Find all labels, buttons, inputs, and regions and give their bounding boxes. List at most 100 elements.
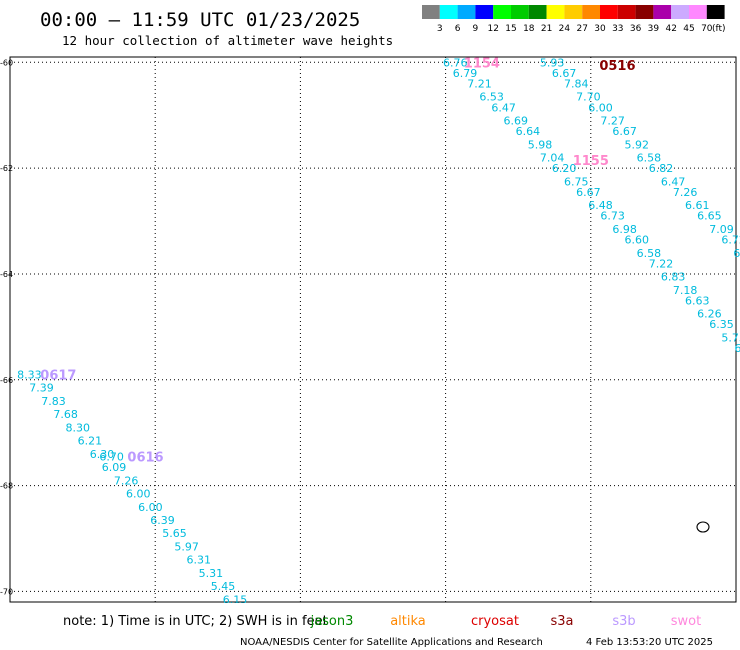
wave-height-value: 6.65 <box>697 210 722 223</box>
wave-height-value: 5.98 <box>528 138 553 151</box>
wave-height-value: 7.21 <box>467 77 492 90</box>
legend-tick-label: 30 <box>594 24 606 34</box>
footer-note: note: 1) Time is in UTC; 2) SWH is in fe… <box>63 614 328 629</box>
y-tick-label: -62 <box>0 164 13 173</box>
legend-tick-label: 3 <box>437 24 443 34</box>
wave-height-value: 7.27 <box>600 114 625 127</box>
wave-height-value: 7.83 <box>41 395 66 408</box>
plot-frame <box>9 56 737 603</box>
wave-height-value: 5.75 <box>721 331 740 344</box>
plot-grid <box>10 57 736 602</box>
y-tick-label: -64 <box>0 270 13 279</box>
wave-height-value: 6.79 <box>453 67 478 80</box>
wave-height-value: 7.18 <box>673 284 698 297</box>
legend-swatch <box>457 5 476 19</box>
wave-height-value: 6.61 <box>685 199 710 212</box>
wave-height-value: 7.04 <box>540 152 565 165</box>
pass-time-label: 1155 <box>573 154 609 169</box>
wave-height-value: 6.60 <box>625 234 650 247</box>
legend-tick-label: 24 <box>559 24 571 34</box>
legend-tick-label: 6 <box>455 24 461 34</box>
legend-tick-label: 21 <box>541 24 552 34</box>
wave-height-value: 5.92 <box>625 138 650 151</box>
wave-height-value: 6.53 <box>479 91 504 104</box>
legend-tick-label: 36 <box>630 24 642 34</box>
satellite-legend-item: swot <box>671 614 701 629</box>
wave-height-value: 6.70 <box>99 450 124 463</box>
wave-height-value: 7.09 <box>709 223 734 236</box>
wave-height-value: 6.73 <box>600 210 625 223</box>
legend-swatch <box>546 5 565 19</box>
legend-swatch <box>706 5 725 19</box>
legend-tick-label: 45 <box>683 24 694 34</box>
wave-height-value: 6.31 <box>187 554 212 567</box>
y-tick-label: -68 <box>0 482 13 491</box>
legend-swatch <box>564 5 583 19</box>
wave-height-value: 6.39 <box>733 247 740 260</box>
legend-tick-label: 42 <box>665 24 676 34</box>
wave-height-value: 5.65 <box>162 527 187 540</box>
legend-swatch <box>511 5 529 19</box>
wave-height-value: 7.70 <box>576 91 601 104</box>
wave-height-value: 5.45 <box>211 580 236 593</box>
wave-height-value: 7.39 <box>29 382 54 395</box>
wave-height-value: 6.67 <box>552 67 577 80</box>
wave-height-value: 7.26 <box>114 474 139 487</box>
wave-height-value: 6.48 <box>588 199 613 212</box>
wave-height-value: 6.83 <box>661 271 686 284</box>
wave-height-value: 6.67 <box>576 186 601 199</box>
wave-height-value: 6.21 <box>78 435 103 448</box>
pass-time-label: 1154 <box>464 56 500 71</box>
wave-height-value: 8.30 <box>66 421 91 434</box>
wave-height-value: 6.47 <box>491 101 516 114</box>
legend-swatch <box>439 5 458 19</box>
legend-tick-label: 9 <box>473 24 479 34</box>
satellite-legend-item: altika <box>390 614 426 629</box>
legend-tick-label: 27 <box>576 24 587 34</box>
satellite-legend-item: jason3 <box>310 614 354 629</box>
wave-height-value: 6.69 <box>504 114 529 127</box>
chart-title: 00:00 – 11:59 UTC 01/23/2025 <box>40 9 360 31</box>
wave-height-value: 7.84 <box>564 77 589 90</box>
legend-tick-label: 39 <box>648 24 660 34</box>
wave-height-value: 6.0 <box>735 342 740 355</box>
wave-height-value: 6.82 <box>649 162 674 175</box>
legend-swatch <box>653 5 672 19</box>
wave-height-value: 6.09 <box>102 461 127 474</box>
wave-height-values: 6.766.797.216.536.476.696.645.987.046.20… <box>17 56 740 606</box>
legend-swatch <box>582 5 600 19</box>
wave-height-value: 6.20 <box>552 162 577 175</box>
legend-tick-label: 70 <box>701 24 713 34</box>
legend-swatch <box>493 5 511 19</box>
satellite-legend: jason3 altika cryosat s3a s3b swot <box>310 614 702 629</box>
wave-height-value: 6.64 <box>516 125 541 138</box>
wave-height-value: 6.67 <box>612 125 637 138</box>
wave-height-value: 6.30 <box>90 448 115 461</box>
legend-swatch <box>475 5 494 19</box>
pass-time-label: 0617 <box>40 368 76 383</box>
satellite-legend-item: cryosat <box>471 614 519 629</box>
pass-time-label: 0516 <box>599 59 635 74</box>
wave-height-value: 7.26 <box>673 186 698 199</box>
legend-tick-label: 12 <box>487 24 498 34</box>
legend-swatch <box>617 5 636 19</box>
wave-height-value: 6.00 <box>588 101 613 114</box>
wave-height-value: 6.58 <box>637 247 662 260</box>
wave-height-value: 6.00 <box>126 488 151 501</box>
y-tick-label: -66 <box>0 376 13 385</box>
wave-height-value: 6.76 <box>443 56 468 69</box>
y-tick-label: -60 <box>0 58 13 67</box>
wave-height-value: 6.26 <box>697 308 722 321</box>
footer-background <box>0 603 740 650</box>
legend-swatch <box>689 5 707 19</box>
wave-height-value: 7.68 <box>53 408 78 421</box>
y-tick-label: -70 <box>0 587 13 596</box>
legend-swatch <box>635 5 654 19</box>
legend-swatch <box>422 5 440 19</box>
wave-height-value: 6.75 <box>564 175 589 188</box>
wave-height-value: 6.47 <box>661 175 686 188</box>
wave-height-value: 6.00 <box>138 501 163 514</box>
wave-height-value: 6.35 <box>709 318 734 331</box>
